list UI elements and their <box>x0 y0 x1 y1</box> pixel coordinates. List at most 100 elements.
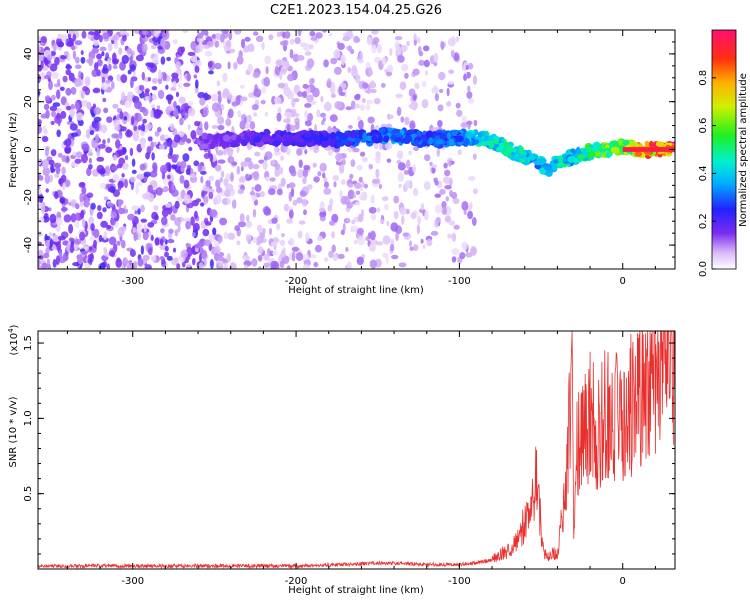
spectrogram-ridge-cell <box>391 134 396 141</box>
spectrogram-cell <box>228 31 233 41</box>
spectrogram-cell <box>169 123 175 132</box>
spectrogram-cell <box>409 120 416 130</box>
spectrogram-cell <box>59 197 65 204</box>
spectrogram-cell <box>43 252 50 259</box>
spectrogram-cell <box>268 34 274 41</box>
spectrogram-cell <box>39 195 44 203</box>
spectrogram-cell <box>38 73 41 84</box>
spectrogram-cell <box>359 51 363 58</box>
spectrogram-cell <box>57 235 66 241</box>
spectrogram-cell <box>217 90 222 96</box>
spectrogram-cell <box>223 45 229 52</box>
spectrogram-cell <box>176 68 182 75</box>
spectrogram-cell <box>124 155 129 161</box>
spectrogram-cell <box>209 259 214 269</box>
spectrogram-cell <box>154 130 160 137</box>
spectrogram-cell <box>443 162 448 169</box>
spectrogram-cell <box>413 146 420 151</box>
spectrogram-cell <box>160 238 164 246</box>
spectrogram-cell <box>105 146 113 153</box>
spectrogram-cell <box>151 93 157 101</box>
spectrogram-cell <box>85 129 91 139</box>
spectrogram-cell <box>152 168 158 174</box>
spectrogram-cell <box>254 184 262 192</box>
spectrogram-cell <box>327 204 333 212</box>
spectrogram-cell <box>465 64 469 71</box>
spectrogram-cell <box>166 255 173 261</box>
spectrogram-cell <box>286 147 291 156</box>
spectrogram-cell <box>412 164 416 173</box>
spectrogram-cell <box>257 224 263 233</box>
spectrogram-cell <box>309 254 317 259</box>
spectrogram-cell <box>303 209 307 216</box>
spectrogram-cell <box>96 211 103 220</box>
spectrogram-cell <box>455 36 459 43</box>
spectrogram-cell <box>403 169 410 175</box>
spectrogram-cell <box>289 38 295 45</box>
spectrogram-cell <box>349 173 354 179</box>
spectrogram-cell <box>221 30 229 35</box>
spectrogram-cell <box>206 188 215 194</box>
spectrogram-cell <box>284 111 292 118</box>
spectrogram-cell <box>81 143 90 152</box>
snr-series-line <box>38 331 675 569</box>
spectrogram-cell <box>292 53 300 63</box>
spectrogram-cell <box>352 194 356 199</box>
spectrogram-cell <box>356 164 363 171</box>
spectrogram-cell <box>68 237 75 242</box>
spectrogram-cell <box>271 217 278 224</box>
spectrogram-cell <box>215 186 223 193</box>
spectrogram-cell <box>220 170 225 178</box>
spectrogram-cell <box>41 36 47 44</box>
spectrogram-cell <box>121 91 126 101</box>
spectrogram-cell <box>183 82 191 88</box>
spectrogram-cell <box>169 146 174 156</box>
spectrogram-peak-band <box>622 147 675 152</box>
spectrogram-cell <box>341 158 346 166</box>
spectrogram-ridge-cell <box>213 134 219 142</box>
spectrogram-cell <box>276 68 280 76</box>
spectrogram-ridge-cell <box>448 138 455 146</box>
spectrogram-cell <box>423 45 430 52</box>
spectrogram-cell <box>179 71 183 82</box>
spectrogram-ridge-cell <box>362 132 367 141</box>
spectrogram-cell <box>350 100 356 110</box>
spectrogram-cell <box>238 221 246 228</box>
spectrogram-ridge-cell <box>299 137 304 144</box>
spectrogram-cell <box>274 167 281 177</box>
spectrogram-cell <box>248 161 254 170</box>
spectrogram-cell <box>116 240 121 246</box>
spectrogram-cell <box>129 249 136 257</box>
spectrogram-cell <box>93 228 100 239</box>
spectrogram-cell <box>297 91 304 97</box>
spectrogram-cell <box>212 227 217 236</box>
spectrogram-cell <box>328 32 333 37</box>
spectrogram-cell <box>322 172 326 179</box>
spectrogram-ridge-cell <box>488 140 494 148</box>
spectrogram-cell <box>306 58 315 69</box>
spectrogram-cell <box>379 141 383 151</box>
spectrogram-cell <box>351 65 357 73</box>
spectrogram-cell <box>209 153 214 163</box>
spectrogram-cell <box>424 70 428 76</box>
spectrogram-cell <box>200 249 208 259</box>
spectrogram-cell <box>126 47 133 55</box>
spectrogram-cell <box>141 30 149 36</box>
spectrogram-cell <box>102 207 107 213</box>
spectrogram-cell <box>338 164 345 174</box>
spectrogram-cell <box>257 246 264 255</box>
spectrogram-cell <box>386 71 393 76</box>
spectrogram-cell <box>461 115 467 123</box>
spectrogram-cell <box>171 182 175 191</box>
spectrogram-cell <box>214 40 220 48</box>
spectrogram-cell <box>315 32 323 39</box>
spectrogram-cell <box>41 159 49 169</box>
spectrogram-cell <box>243 116 247 124</box>
spectrogram-cell <box>96 53 103 60</box>
spectrogram-cell <box>111 81 115 90</box>
spectrogram-cell <box>65 87 72 96</box>
spectrogram-cell <box>50 94 56 101</box>
spectrogram-cell <box>78 182 86 188</box>
spectrogram-cell <box>371 30 379 35</box>
spectrogram-cell <box>223 147 227 156</box>
